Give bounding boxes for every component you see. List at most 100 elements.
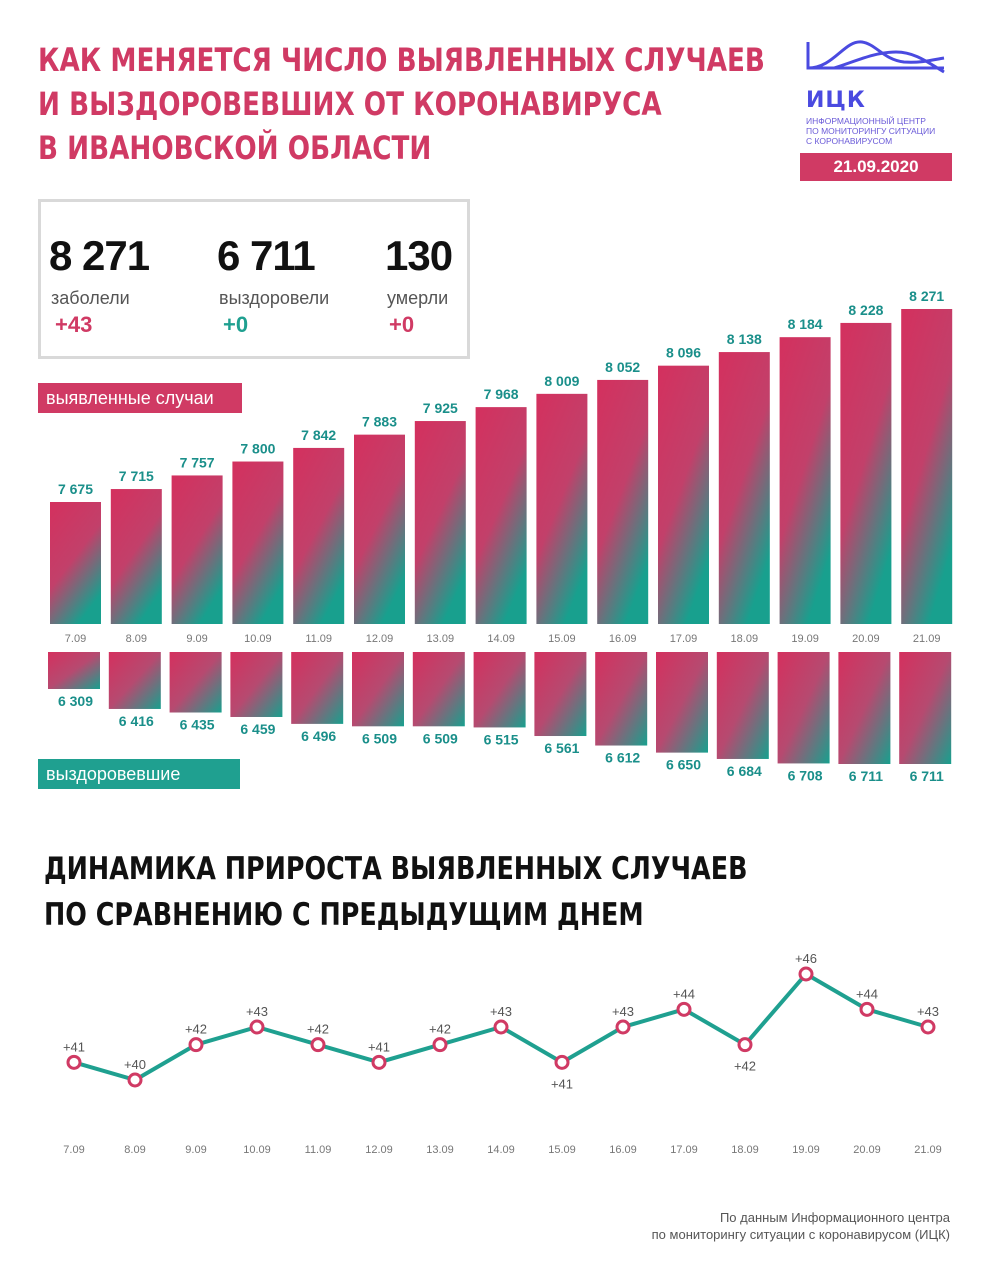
recovered-value-label: 6 711 [849,768,883,784]
cases-value-label: 7 968 [484,386,519,402]
cases-value-label: 7 675 [58,481,93,497]
line-chart-title: ДИНАМИКА ПРИРОСТА ВЫЯВЛЕННЫХ СЛУЧАЕВ ПО … [44,846,747,938]
growth-value-label: +42 [734,1059,756,1074]
date-tick-label: 21.09 [914,1144,942,1156]
date-tick-label: 14.09 [487,1144,515,1156]
logo-sub-line: ПО МОНИТОРИНГУ СИТУАЦИИ [806,126,936,136]
logo-sub-line: С КОРОНАВИРУСОМ [806,136,893,146]
growth-point [920,1019,936,1035]
cases-bar [718,352,770,624]
logo-abbr: ИЦК [806,88,866,113]
legend-tag-recovered: выздоровевшие [38,759,240,789]
date-tick-label: 18.09 [731,633,759,645]
recovered-value-label: 6 515 [484,731,519,747]
recovered-bar [412,652,465,727]
growth-value-label: +41 [63,1039,85,1054]
recovered-bar [291,652,344,724]
date-tick-label: 11.09 [305,1144,332,1156]
growth-value-label: +41 [368,1039,390,1054]
date-tick-label: 16.09 [609,1144,637,1156]
recovered-value-label: 6 416 [119,713,154,729]
date-tick-label: 20.09 [852,633,880,645]
recovered-bar [48,652,100,689]
recovered-value-label: 6 650 [666,757,701,773]
bar-chart: 7 675 7.09 6 309 7 715 8.09 6 416 7 757 9.09 6 4… [48,288,953,784]
date-tick-label: 18.09 [731,1144,759,1156]
logo: ИЦК ИНФОРМАЦИОННЫЙ ЦЕНТР ПО МОНИТОРИНГУ … [804,38,954,146]
cases-bar [658,365,709,624]
date-tick-label: 15.09 [548,1144,576,1156]
growth-point [249,1019,265,1035]
date-tick-label: 19.09 [791,633,819,645]
recovered-value-label: 6 459 [240,721,275,737]
source-line: по мониторингу ситуации с коронавирусом … [651,1227,950,1242]
growth-point [676,1001,692,1017]
recovered-bar [656,652,708,753]
cases-value-label: 7 757 [180,454,215,470]
stat-label: заболели [51,288,130,308]
recovered-value-label: 6 435 [180,717,215,733]
source-line: По данным Информационного центра [719,1210,950,1225]
legend-tag-cases: выявленные случаи [38,383,242,413]
recovered-value-label: 6 309 [58,693,93,709]
line-chart: +41 7.09 +40 8.09 +42 9.09 +43 10.09 +42 11.09 +41… [63,951,942,1156]
stat-label: выздоровели [219,288,330,308]
date-tick-label: 17.09 [670,633,698,645]
date-badge: 21.09.2020 [800,153,952,181]
date-tick-label: 8.09 [126,633,147,645]
cases-bar [901,309,953,624]
growth-value-label: +43 [490,1004,512,1019]
growth-point [554,1054,570,1070]
recovered-bar [899,652,952,764]
cases-value-label: 8 138 [727,331,762,347]
recovered-value-label: 6 496 [301,728,336,744]
growth-point [66,1054,82,1070]
title-line-2: И ВЫЗДОРОВЕВШИХ ОТ КОРОНАВИРУСА [38,85,662,123]
cases-value-label: 7 883 [362,414,397,430]
growth-value-label: +44 [856,986,878,1001]
recovered-value-label: 6 612 [605,750,640,766]
date-tick-label: 10.09 [244,633,272,645]
date-tick-label: 9.09 [186,633,207,645]
cases-value-label: 8 009 [544,373,579,389]
recovered-bar [108,652,161,709]
stat-value: 6 711 [217,232,316,279]
title-line-1: КАК МЕНЯЕТСЯ ЧИСЛО ВЫЯВЛЕННЫХ СЛУЧАЕВ [38,41,765,79]
growth-value-label: +46 [795,951,817,966]
source-note: По данным Информационного центра по мони… [652,1209,950,1243]
growth-point [188,1037,204,1053]
cases-value-label: 7 715 [119,468,154,484]
recovered-value-label: 6 561 [544,740,579,756]
date-tick-label: 14.09 [487,633,515,645]
cases-value-label: 8 052 [605,359,640,375]
growth-value-label: +43 [612,1004,634,1019]
growth-point [798,966,814,982]
recovered-bar [838,652,891,764]
date-tick-label: 13.09 [426,1144,454,1156]
cases-bar [597,379,649,624]
recovered-value-label: 6 509 [362,730,397,746]
date-tick-label: 8.09 [124,1144,145,1156]
date-tick-label: 13.09 [427,633,455,645]
cases-bar [840,322,892,624]
date-tick-label: 19.09 [792,1144,820,1156]
date-tick-label: 20.09 [853,1144,881,1156]
growth-point [432,1037,448,1053]
recovered-bar [777,652,830,764]
cases-value-label: 8 096 [666,345,701,361]
growth-point [493,1019,509,1035]
recovered-bar [230,652,283,717]
cases-bar [536,393,588,624]
cases-bar [414,421,466,624]
cases-bar [779,337,831,624]
cases-bar [171,475,223,624]
cases-bar [232,461,284,624]
line-chart-title-line: ПО СРАВНЕНИЮ С ПРЕДЫДУЩИМ ДНЕМ [44,897,644,933]
date-tick-label: 7.09 [63,1144,84,1156]
recovered-bar [473,652,526,728]
recovered-value-label: 6 684 [727,763,762,779]
stat-delta: +0 [389,312,415,337]
growth-value-label: +43 [917,1004,939,1019]
date-tick-label: 12.09 [365,1144,393,1156]
